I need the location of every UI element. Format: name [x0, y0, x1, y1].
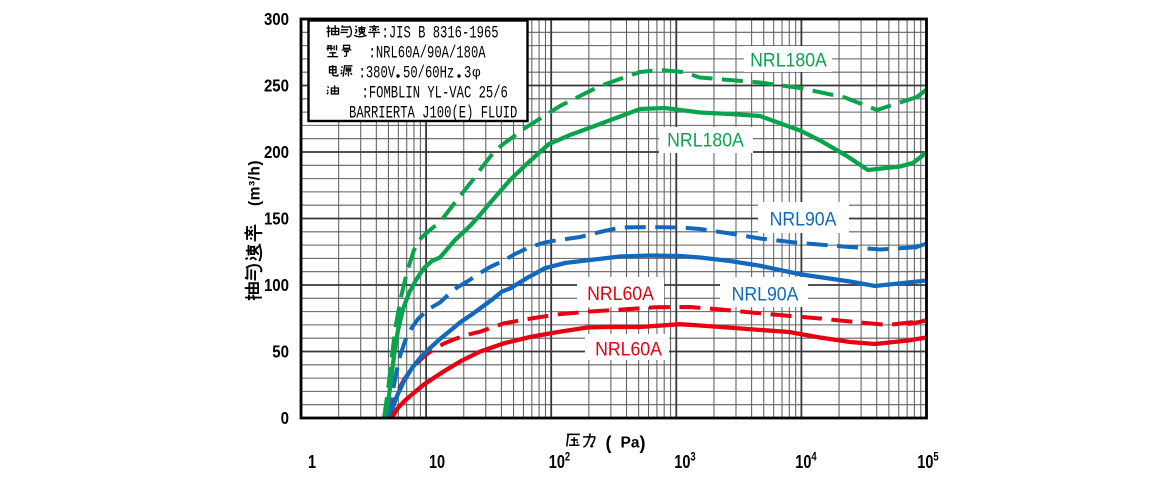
svg-text:(: (: [606, 433, 612, 453]
svg-text:(m³/h): (m³/h): [247, 160, 264, 206]
svg-text:NRL180A: NRL180A: [750, 49, 827, 71]
svg-text:50: 50: [272, 343, 289, 362]
svg-text:): ): [640, 433, 646, 453]
svg-text:50/60Hz: 50/60Hz: [403, 62, 454, 83]
svg-text:200: 200: [264, 143, 289, 162]
svg-text:100: 100: [264, 276, 289, 295]
svg-text::JIS B 8316-1965: :JIS B 8316-1965: [382, 22, 499, 43]
svg-text:NRL90A: NRL90A: [732, 283, 799, 305]
svg-text::NRL60A/90A/180A: :NRL60A/90A/180A: [369, 42, 487, 63]
svg-text:300: 300: [264, 10, 289, 29]
svg-text:0: 0: [281, 409, 289, 428]
svg-text:3: 3: [464, 62, 471, 83]
svg-text::380V: :380V: [359, 62, 396, 83]
svg-text:250: 250: [264, 77, 289, 96]
svg-text:NRL90A: NRL90A: [770, 208, 837, 230]
svg-text::FOMBLIN YL-VAC 25/6: :FOMBLIN YL-VAC 25/6: [362, 82, 508, 103]
svg-text:104: 104: [795, 451, 816, 473]
svg-text:NRL60A: NRL60A: [587, 282, 654, 304]
svg-text:102: 102: [549, 451, 570, 473]
svg-text:φ: φ: [472, 64, 481, 79]
svg-text:103: 103: [674, 451, 695, 473]
svg-text:NRL60A: NRL60A: [595, 338, 662, 360]
svg-text:105: 105: [917, 451, 938, 473]
svg-text:BARRIERTA J100(E) FLUID: BARRIERTA J100(E) FLUID: [349, 102, 517, 123]
svg-text:1: 1: [308, 453, 316, 473]
svg-text:150: 150: [264, 210, 289, 229]
svg-text:10: 10: [429, 453, 445, 473]
svg-text:NRL180A: NRL180A: [667, 129, 744, 151]
svg-text:Pa: Pa: [621, 435, 640, 452]
